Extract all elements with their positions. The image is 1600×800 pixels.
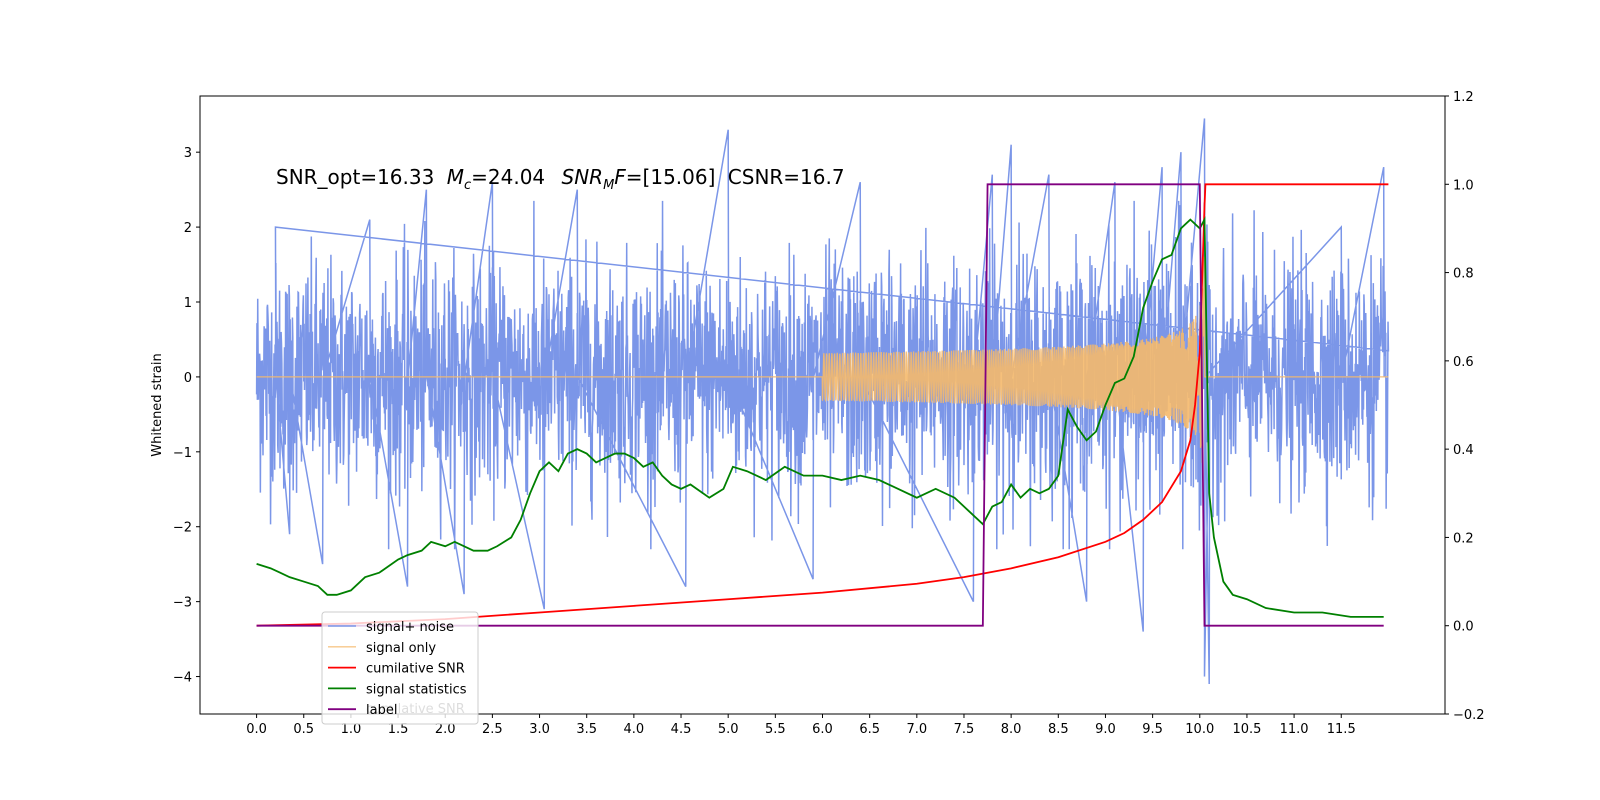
- mc-subscript: c: [464, 178, 471, 193]
- legend-box: [321, 611, 479, 725]
- x-tick-label-16: 8.0: [1001, 722, 1022, 737]
- y-tick-label-6: −3: [173, 596, 192, 611]
- mf-subscript: M: [603, 178, 614, 193]
- y2-tick-label-1: 1.0: [1453, 178, 1474, 193]
- series-cumulative-snr-line: [256, 183, 1389, 627]
- mf-symbol: SNR: [562, 165, 604, 189]
- x-tick-label-13: 6.5: [859, 722, 880, 737]
- y2-tick-label-0: 1.2: [1453, 90, 1474, 105]
- y-tick-label-5: −2: [173, 521, 192, 536]
- mc-symbol: M: [447, 165, 464, 189]
- annotation-text: SNR_opt=16.33 Mc=24.04 SNRMF=[15.06] CSN…: [276, 165, 845, 193]
- x-tick-label-14: 7.0: [906, 722, 927, 737]
- y2-tick-label-4: 0.4: [1453, 443, 1474, 458]
- x-tick-label-12: 6.0: [812, 722, 833, 737]
- x-tick-label-20: 10.0: [1185, 722, 1214, 737]
- x-tick-label-23: 11.5: [1327, 722, 1356, 737]
- x-tick-label-17: 8.5: [1048, 722, 1069, 737]
- y-tick-label-3: 0: [184, 371, 192, 386]
- x-tick-label-11: 5.5: [765, 722, 786, 737]
- y2-tick-label-3: 0.6: [1453, 355, 1474, 370]
- x-tick-label-1: 0.5: [293, 722, 314, 737]
- y2-tick-label-2: 0.8: [1453, 267, 1474, 282]
- mf-f-symbol: F: [614, 165, 626, 189]
- series-label-line: [256, 183, 1384, 627]
- x-tick-label-8: 4.0: [624, 722, 645, 737]
- x-tick-label-3: 1.5: [388, 722, 409, 737]
- y-axis-label: Whitened strain: [150, 353, 165, 456]
- x-tick-label-0: 0.0: [246, 722, 267, 737]
- x-tick-label-18: 9.0: [1095, 722, 1116, 737]
- x-tick-label-5: 2.5: [482, 722, 503, 737]
- legend-label-2: cumilative SNR: [366, 662, 465, 677]
- y-tick-label-7: −4: [173, 671, 192, 686]
- legend-label-3: signal statistics: [366, 682, 467, 697]
- x-tick-label-6: 3.0: [529, 722, 550, 737]
- y-tick-label-4: −1: [173, 446, 192, 461]
- x-tick-label-19: 9.5: [1142, 722, 1163, 737]
- y2-tick-label-6: 0.0: [1453, 620, 1474, 635]
- y2-tick-label-5: 0.2: [1453, 531, 1474, 546]
- snr-opt-text: SNR_opt=16.33: [276, 165, 434, 189]
- mf-value: =[15.06]: [626, 165, 716, 189]
- legend: cumilative SNR signal+ noise signal only cu…: [321, 611, 479, 725]
- x-tick-label-10: 5.0: [718, 722, 739, 737]
- y-tick-label-1: 2: [184, 221, 192, 236]
- series-signal-noise-line: [255, 118, 1390, 685]
- legend-label-0: signal+ noise: [366, 620, 454, 635]
- y-tick-label-2: 1: [184, 296, 192, 311]
- series-signal-only-line: [256, 256, 1389, 463]
- legend-label-4: label: [366, 703, 397, 718]
- x-tick-label-7: 3.5: [576, 722, 597, 737]
- y-tick-label-0: 3: [184, 146, 192, 161]
- csnr-text: CSNR=16.7: [728, 165, 845, 189]
- x-tick-label-2: 1.0: [341, 722, 362, 737]
- mc-value: =24.04: [471, 165, 545, 189]
- legend-ghost-text: cumilative SNR: [366, 702, 465, 717]
- legend-label-1: signal only: [366, 641, 436, 656]
- x-tick-label-21: 10.5: [1232, 722, 1261, 737]
- x-tick-label-4: 2.0: [435, 722, 456, 737]
- x-tick-label-15: 7.5: [954, 722, 975, 737]
- x-tick-label-22: 11.0: [1280, 722, 1309, 737]
- series-signal-statistics-line: [256, 216, 1384, 618]
- y2-tick-label-7: −0.2: [1453, 708, 1485, 723]
- x-tick-label-9: 4.5: [671, 722, 692, 737]
